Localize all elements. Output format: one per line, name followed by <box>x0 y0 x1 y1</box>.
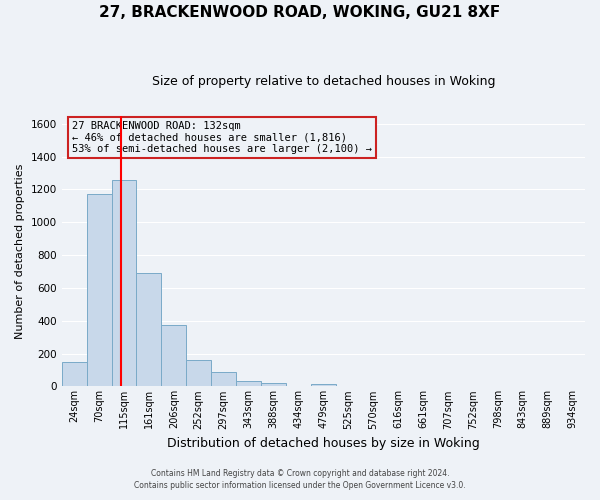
Bar <box>211 372 236 386</box>
Bar <box>112 180 136 386</box>
Text: 27 BRACKENWOOD ROAD: 132sqm
← 46% of detached houses are smaller (1,816)
53% of : 27 BRACKENWOOD ROAD: 132sqm ← 46% of det… <box>72 121 372 154</box>
Text: 27, BRACKENWOOD ROAD, WOKING, GU21 8XF: 27, BRACKENWOOD ROAD, WOKING, GU21 8XF <box>100 5 500 20</box>
Bar <box>136 273 161 386</box>
Y-axis label: Number of detached properties: Number of detached properties <box>15 164 25 338</box>
X-axis label: Distribution of detached houses by size in Woking: Distribution of detached houses by size … <box>167 437 480 450</box>
Bar <box>161 325 186 386</box>
Text: Contains HM Land Registry data © Crown copyright and database right 2024.
Contai: Contains HM Land Registry data © Crown c… <box>134 468 466 490</box>
Title: Size of property relative to detached houses in Woking: Size of property relative to detached ho… <box>152 75 495 88</box>
Bar <box>261 384 286 386</box>
Bar <box>186 360 211 386</box>
Bar <box>86 194 112 386</box>
Bar <box>62 362 86 386</box>
Bar <box>236 382 261 386</box>
Bar <box>311 384 336 386</box>
